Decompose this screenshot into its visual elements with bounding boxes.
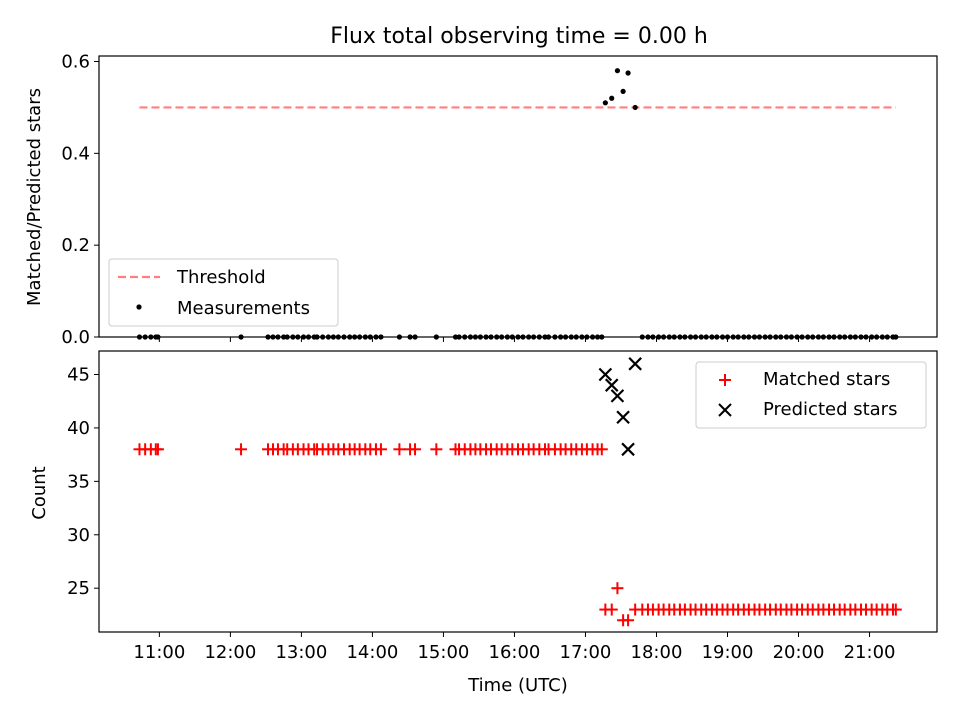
xtick-label: 11:00 — [133, 642, 185, 663]
measurement-point — [632, 104, 638, 111]
xtick-label: 19:00 — [702, 642, 754, 663]
xtick-label: 17:00 — [560, 642, 612, 663]
bottom-legend: Matched stars Predicted stars — [695, 361, 927, 429]
xtick-label: 12:00 — [204, 642, 256, 663]
top-legend: Threshold Measurements — [108, 258, 339, 327]
predicted-legend-swatch — [718, 403, 732, 417]
legend-threshold-label: Threshold — [176, 267, 266, 288]
matched-star-point — [409, 443, 422, 456]
legend-matched-label: Matched stars — [763, 369, 890, 390]
xtick-label: 21:00 — [844, 642, 896, 663]
predicted-star-stroke — [628, 357, 642, 371]
xtick-label: 14:00 — [346, 642, 398, 663]
measurement-point — [609, 95, 615, 101]
top-ytick-label: 0.0 — [61, 327, 90, 348]
bottom-ytick-label: 30 — [67, 525, 90, 546]
top-ylabel: Matched/Predicted stars — [24, 88, 45, 306]
bottom-axes-frame — [98, 350, 938, 633]
predicted-star-stroke — [621, 442, 635, 457]
bottom-legend-box — [695, 361, 927, 429]
matched-star-point — [605, 603, 618, 616]
matched-star-point — [235, 443, 248, 456]
measurement-point — [602, 100, 608, 106]
top-ytick-label: 0.6 — [61, 52, 90, 73]
xtick-label: 16:00 — [489, 642, 541, 663]
matched-star-point — [889, 603, 902, 616]
xtick-label: 20:00 — [773, 642, 825, 663]
bottom-xlabel: Time (UTC) — [467, 675, 568, 696]
measurement-point — [620, 88, 626, 94]
legend-measurements-label: Measurements — [177, 298, 310, 319]
xtick-label: 13:00 — [275, 642, 327, 663]
predicted-star-point — [610, 389, 625, 403]
bottom-ytick-label: 35 — [67, 471, 90, 492]
predicted-star-point — [628, 357, 642, 371]
legend-predicted-label: Predicted stars — [763, 399, 897, 420]
bottom-ytick-label: 45 — [67, 365, 90, 386]
predicted-star-stroke — [616, 410, 630, 425]
xtick-label: 15:00 — [417, 642, 469, 663]
chart-title: Flux total observing time = 0.00 h — [330, 24, 708, 49]
bottom-ytick-label: 25 — [67, 578, 90, 599]
matched-star-point — [393, 443, 406, 456]
measurement-point — [614, 68, 621, 74]
predicted-star-point — [616, 410, 630, 425]
measurement-point — [625, 70, 631, 76]
top-ytick-label: 0.4 — [61, 143, 90, 164]
predicted-star-stroke — [598, 367, 613, 382]
predicted-star-point — [604, 378, 619, 392]
bottom-ytick-label: 40 — [67, 418, 90, 439]
xtick-label: 18:00 — [631, 642, 683, 663]
matched-star-point — [151, 443, 164, 456]
matched-star-point — [430, 443, 443, 456]
predicted-star-stroke — [604, 378, 619, 392]
matched-star-point — [622, 614, 635, 627]
measurements-legend-swatch — [136, 304, 142, 310]
matched-star-point — [595, 443, 608, 456]
bottom-ylabel: Count — [29, 466, 50, 519]
matched-legend-swatch — [719, 374, 731, 386]
predicted-star-point — [621, 442, 635, 457]
matched-star-point — [374, 443, 387, 456]
predicted-star-point — [598, 367, 613, 382]
predicted-star-stroke — [610, 389, 625, 403]
bottom-plot-area: 11:00 12:00 13:00 14:00 15:00 16:00 17:00 18:00… — [67, 357, 902, 663]
matched-star-point — [611, 582, 624, 595]
top-ytick-label: 0.2 — [61, 235, 90, 256]
top-axes-frame — [98, 55, 938, 338]
top-legend-box — [108, 258, 339, 327]
